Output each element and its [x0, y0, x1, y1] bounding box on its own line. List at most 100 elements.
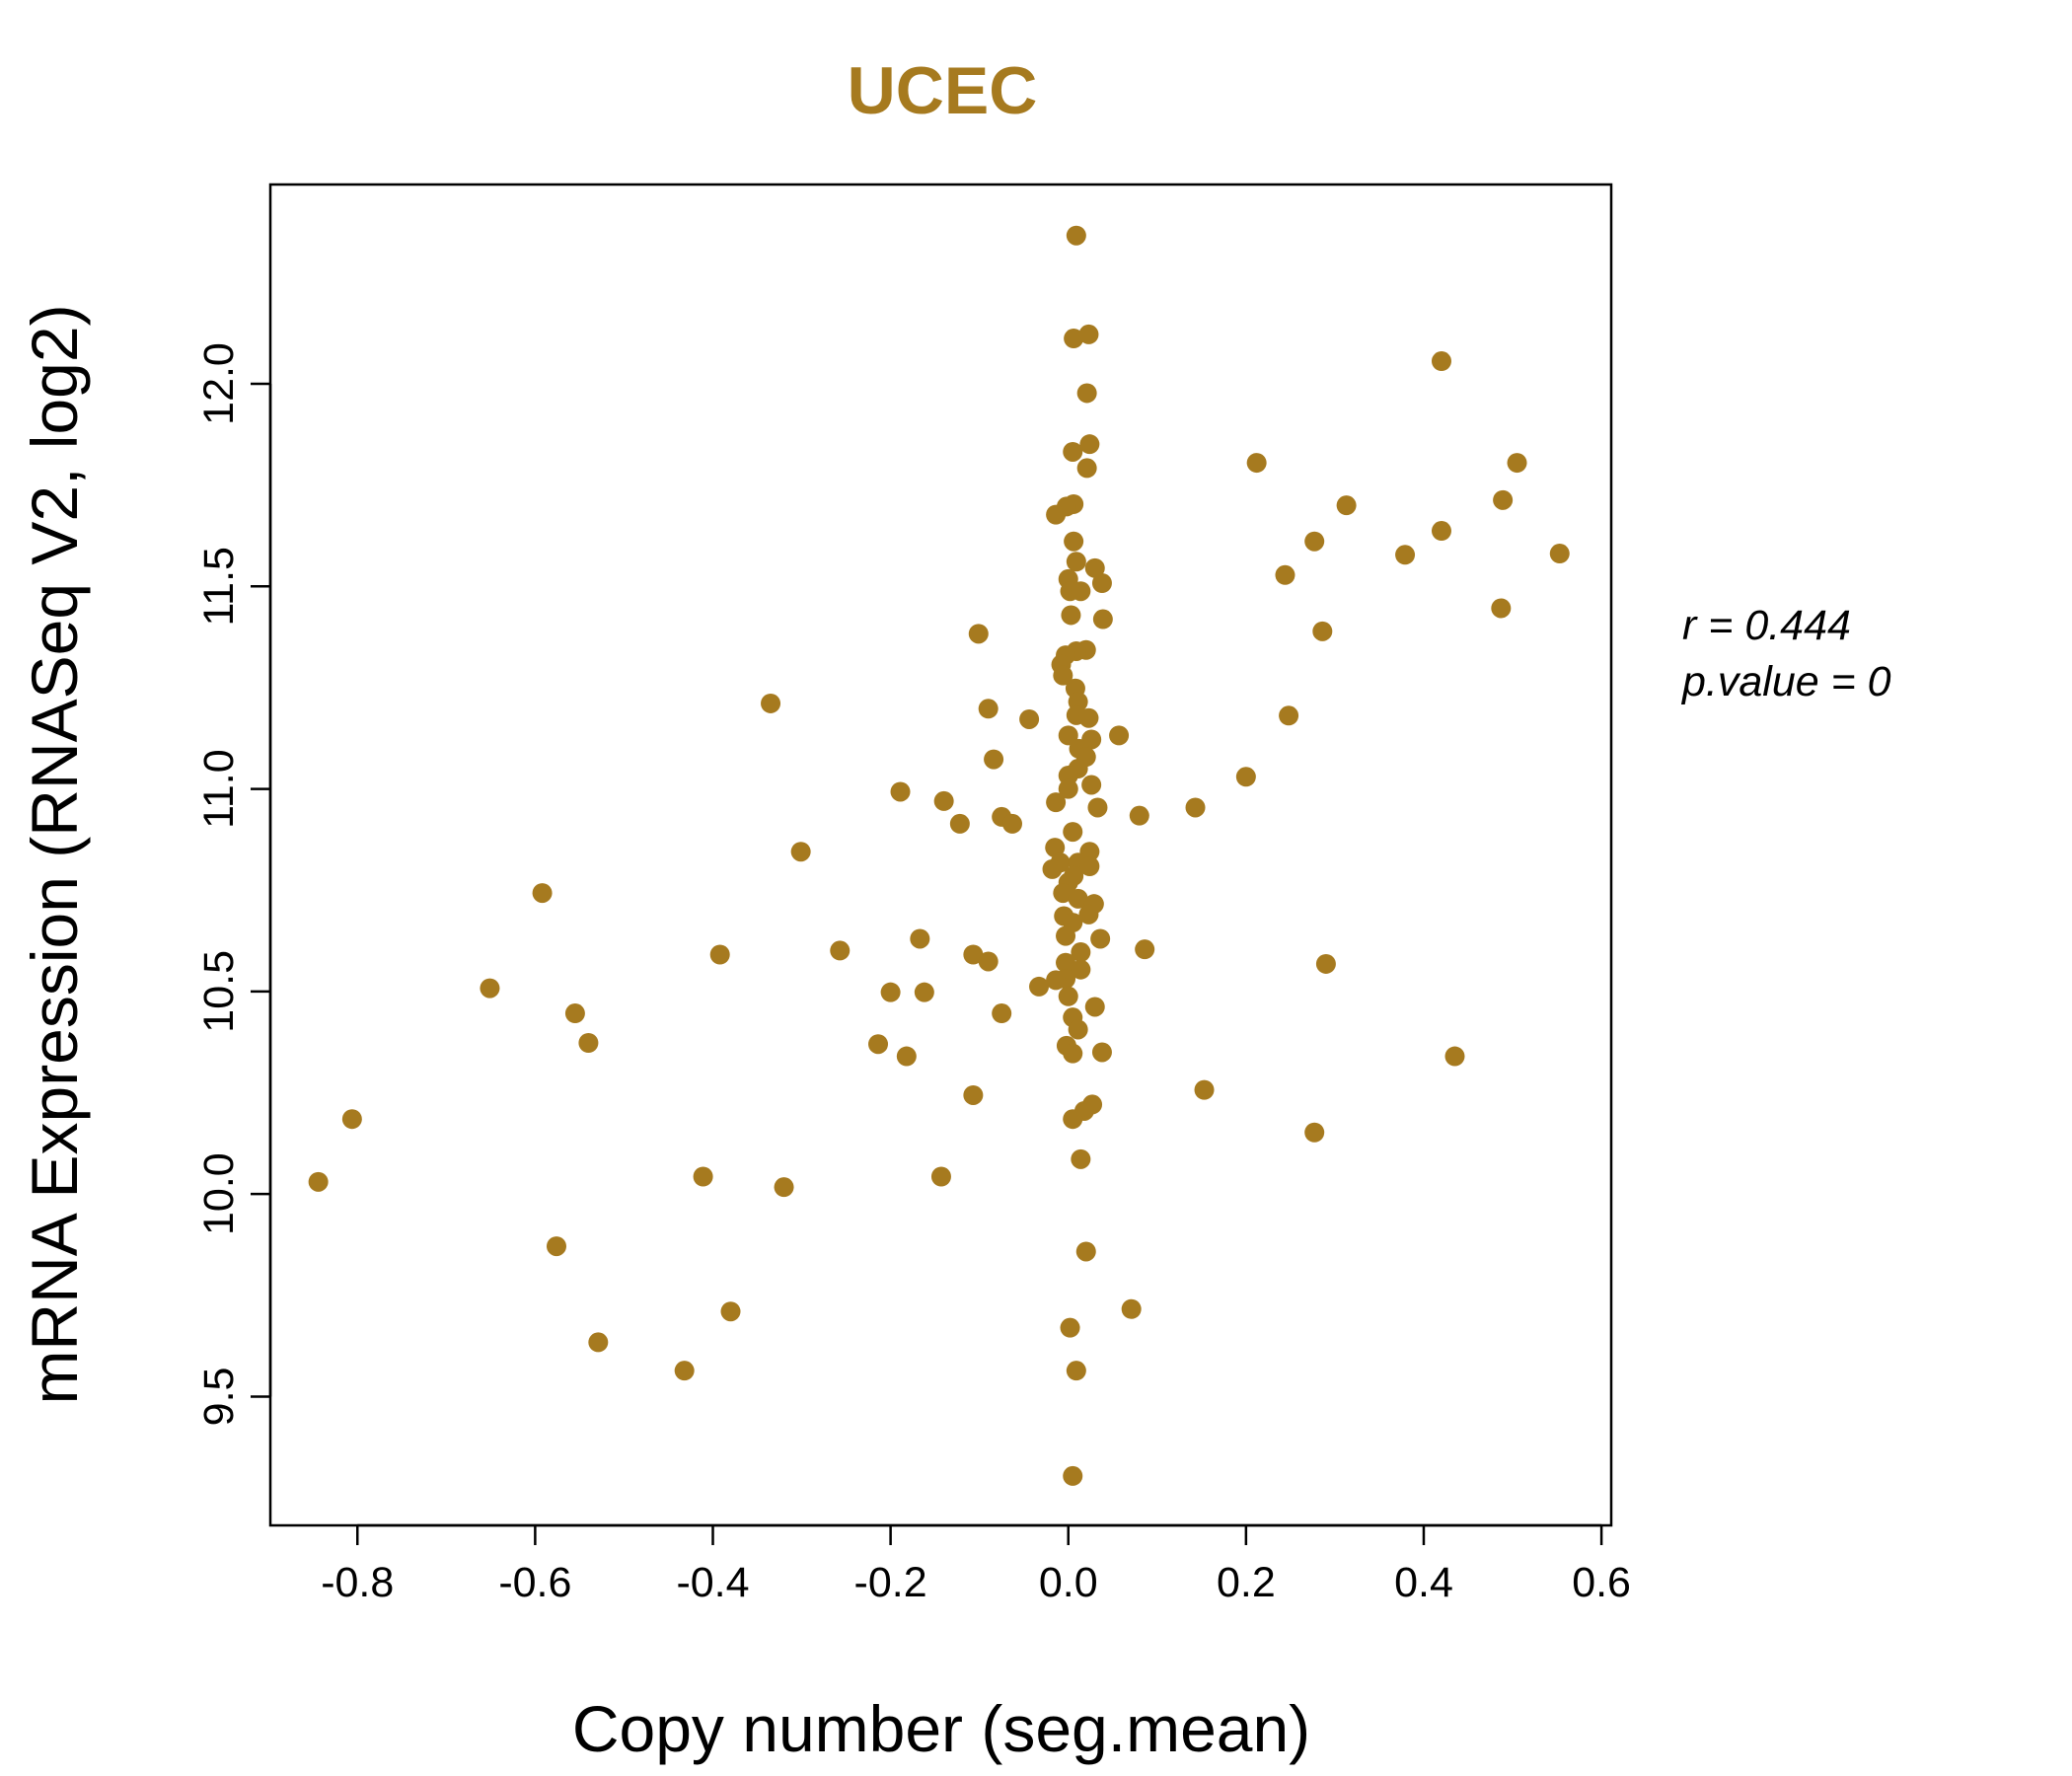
data-point: [546, 1236, 566, 1257]
data-point: [890, 781, 911, 802]
data-point: [1001, 813, 1022, 834]
data-point: [1275, 564, 1295, 585]
data-point: [532, 883, 553, 904]
data-point: [1091, 573, 1112, 594]
data-point: [308, 1171, 329, 1192]
data-point: [1431, 351, 1451, 372]
data-point: [1121, 1298, 1142, 1319]
data-point: [1444, 1046, 1465, 1067]
data-point: [949, 813, 970, 834]
data-point: [992, 1003, 1012, 1024]
x-tick-label: -0.4: [676, 1559, 749, 1606]
y-tick-label: 11.0: [195, 749, 243, 829]
data-point: [1549, 544, 1570, 564]
data-point: [1315, 953, 1336, 974]
data-point: [1071, 942, 1091, 963]
data-point: [564, 1003, 585, 1024]
data-point: [720, 1301, 741, 1322]
data-point: [1056, 952, 1076, 973]
data-point: [1063, 1465, 1083, 1486]
data-point: [963, 1084, 984, 1105]
data-point: [1246, 453, 1267, 474]
data-points: [308, 225, 1570, 1486]
data-point: [1235, 767, 1256, 787]
x-axis-label: Copy number (seg.mean): [572, 1692, 1310, 1765]
data-point: [1046, 970, 1067, 991]
data-point: [1079, 855, 1100, 876]
data-point: [1185, 797, 1206, 818]
data-point: [1064, 329, 1084, 349]
y-tick-label: 12.0: [195, 342, 243, 425]
data-point: [1090, 928, 1111, 949]
data-point: [578, 1033, 599, 1054]
x-tick-label: 0.2: [1217, 1559, 1276, 1606]
data-point: [341, 1109, 362, 1130]
y-tick-label: 10.0: [195, 1152, 243, 1235]
data-point: [1092, 609, 1113, 629]
data-point: [1071, 959, 1091, 980]
y-axis: 9.5 10.0 10.5 11.0 11.5 12.0: [195, 342, 272, 1427]
data-point: [1078, 904, 1099, 925]
data-point: [1061, 605, 1081, 626]
data-point: [1087, 797, 1108, 818]
data-point: [1079, 434, 1100, 455]
plot-frame: [268, 183, 1613, 1527]
data-point: [1336, 495, 1357, 516]
x-tick-label: -0.2: [854, 1559, 927, 1606]
data-point: [1279, 705, 1299, 726]
data-point: [1507, 453, 1527, 474]
pvalue-annotation: p.value = 0: [1680, 658, 1891, 705]
data-point: [1312, 621, 1333, 641]
data-point: [1063, 822, 1083, 843]
data-point: [1084, 557, 1105, 578]
data-point: [1064, 531, 1084, 552]
data-point: [1053, 883, 1073, 904]
x-tick-label: -0.6: [498, 1559, 571, 1606]
data-point: [1066, 552, 1086, 572]
data-point: [1029, 976, 1050, 997]
data-point: [1019, 708, 1040, 729]
data-point: [984, 749, 1004, 770]
data-point: [1078, 707, 1099, 728]
y-tick-label: 10.5: [195, 950, 243, 1033]
data-point: [896, 1046, 917, 1067]
data-point: [1046, 504, 1067, 525]
data-point: [1063, 1109, 1083, 1130]
data-point: [1058, 778, 1078, 799]
x-tick-label: 0.4: [1394, 1559, 1453, 1606]
data-point: [1491, 598, 1512, 619]
data-point: [978, 699, 999, 719]
data-point: [1071, 581, 1091, 602]
data-point: [774, 1177, 794, 1198]
x-tick-label: 0.6: [1572, 1559, 1631, 1606]
data-point: [1045, 838, 1066, 858]
data-point: [1066, 1361, 1086, 1381]
data-point: [880, 982, 901, 1002]
data-point: [1042, 858, 1063, 879]
data-point: [1058, 725, 1078, 746]
data-point: [1063, 441, 1083, 462]
data-point: [480, 978, 500, 999]
data-point: [1053, 665, 1073, 686]
data-point: [1071, 1148, 1091, 1169]
data-point: [1058, 986, 1078, 1006]
data-point: [709, 944, 730, 965]
data-point: [1304, 1122, 1325, 1143]
data-point: [1194, 1079, 1215, 1100]
data-point: [1068, 1019, 1088, 1040]
y-tick-label: 9.5: [195, 1368, 243, 1427]
chart-title: UCEC: [848, 53, 1038, 128]
data-point: [1129, 805, 1149, 826]
data-point: [978, 951, 999, 972]
data-point: [933, 790, 954, 811]
data-point: [1063, 1043, 1083, 1064]
x-axis: -0.8 -0.6 -0.4 -0.2 0.0 0.2 0.4 0.6: [321, 1523, 1631, 1606]
y-tick-label: 11.5: [195, 547, 243, 627]
data-point: [968, 624, 989, 644]
data-point: [1135, 939, 1155, 960]
data-point: [1431, 521, 1451, 542]
data-point: [868, 1034, 889, 1055]
data-point: [914, 982, 934, 1002]
data-point: [1076, 458, 1097, 479]
